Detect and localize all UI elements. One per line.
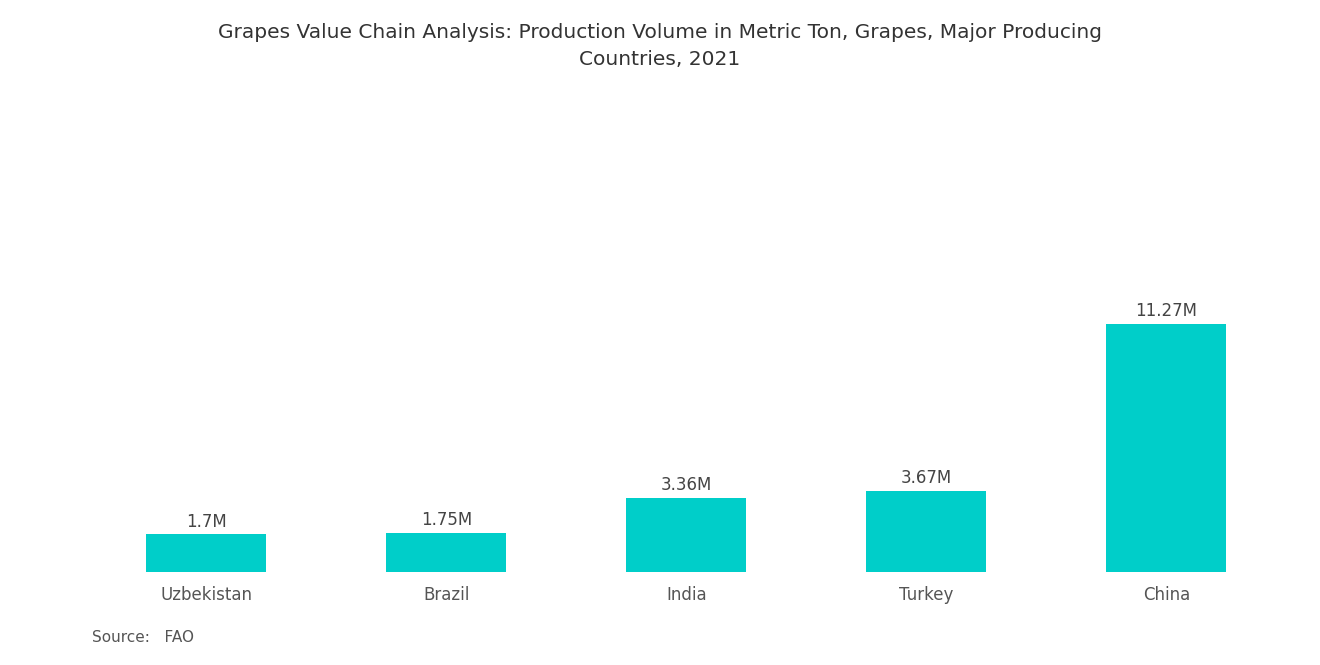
Text: 1.75M: 1.75M — [421, 511, 473, 529]
Text: Source:   FAO: Source: FAO — [92, 630, 194, 645]
Bar — [866, 491, 986, 572]
Text: 3.67M: 3.67M — [900, 469, 952, 487]
Text: 3.36M: 3.36M — [661, 476, 711, 494]
Text: 11.27M: 11.27M — [1135, 302, 1197, 320]
Bar — [387, 533, 507, 572]
Bar — [147, 535, 267, 572]
Bar — [1106, 324, 1226, 572]
Text: 1.7M: 1.7M — [186, 513, 227, 531]
Text: Grapes Value Chain Analysis: Production Volume in Metric Ton, Grapes, Major Prod: Grapes Value Chain Analysis: Production … — [218, 23, 1102, 68]
Bar — [627, 498, 746, 572]
